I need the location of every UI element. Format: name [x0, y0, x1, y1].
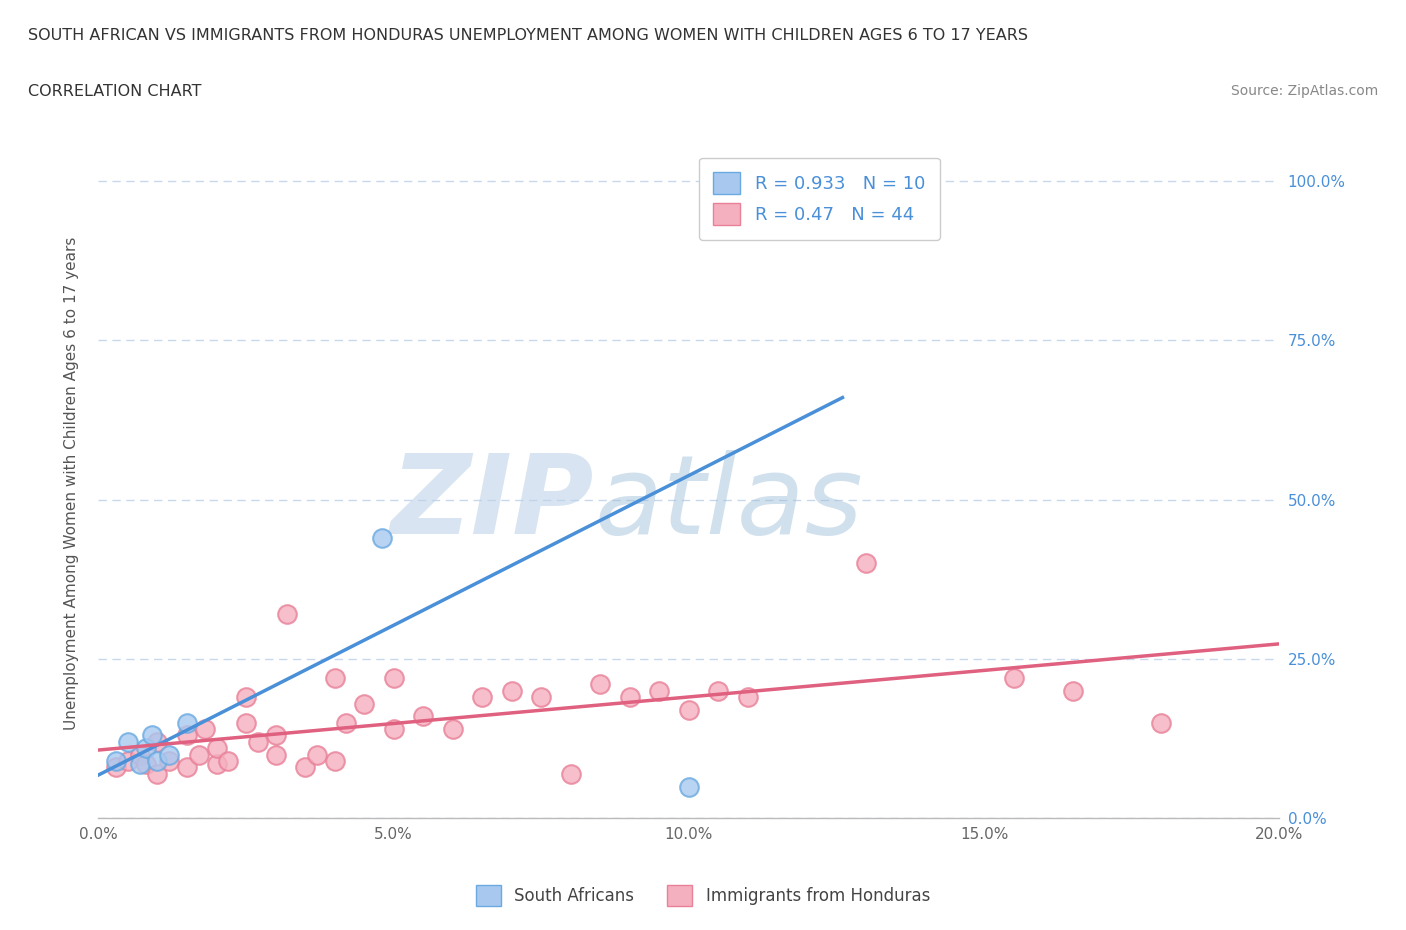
Point: [648, 684, 671, 698]
Point: [128, 747, 150, 762]
Point: [530, 690, 553, 705]
Text: ZIP: ZIP: [391, 450, 595, 557]
Point: [205, 757, 228, 772]
Point: [678, 702, 700, 717]
Point: [117, 753, 139, 768]
Point: [707, 684, 730, 698]
Point: [678, 779, 700, 794]
Point: [619, 690, 641, 705]
Point: [141, 728, 163, 743]
Point: [560, 766, 582, 781]
Point: [737, 690, 759, 705]
Point: [382, 722, 405, 737]
Point: [323, 671, 346, 685]
Point: [135, 757, 157, 772]
Point: [146, 735, 169, 750]
Point: [441, 722, 464, 737]
Point: [825, 179, 848, 194]
Point: [128, 757, 150, 772]
Point: [105, 760, 128, 775]
Point: [1150, 715, 1173, 730]
Point: [1062, 684, 1084, 698]
Text: SOUTH AFRICAN VS IMMIGRANTS FROM HONDURAS UNEMPLOYMENT AMONG WOMEN WITH CHILDREN: SOUTH AFRICAN VS IMMIGRANTS FROM HONDURA…: [28, 28, 1028, 43]
Point: [105, 753, 128, 768]
Point: [305, 747, 328, 762]
Point: [382, 671, 405, 685]
Point: [176, 760, 198, 775]
Point: [217, 753, 239, 768]
Point: [146, 753, 169, 768]
Point: [335, 715, 357, 730]
Point: [294, 760, 316, 775]
Point: [412, 709, 434, 724]
Point: [157, 753, 180, 768]
Point: [323, 753, 346, 768]
Point: [176, 715, 198, 730]
Point: [1002, 671, 1025, 685]
Point: [157, 747, 180, 762]
Point: [246, 735, 269, 750]
Point: [176, 728, 198, 743]
Point: [471, 690, 494, 705]
Point: [501, 684, 523, 698]
Point: [276, 607, 298, 622]
Text: Source: ZipAtlas.com: Source: ZipAtlas.com: [1230, 84, 1378, 98]
Point: [194, 722, 217, 737]
Point: [371, 530, 394, 545]
Point: [187, 747, 209, 762]
Point: [205, 741, 228, 756]
Point: [353, 697, 375, 711]
Y-axis label: Unemployment Among Women with Children Ages 6 to 17 years: Unemployment Among Women with Children A…: [65, 237, 79, 730]
Point: [235, 690, 257, 705]
Text: atlas: atlas: [595, 450, 863, 557]
Point: [235, 715, 257, 730]
Legend: R = 0.933   N = 10, R = 0.47   N = 44: R = 0.933 N = 10, R = 0.47 N = 44: [699, 158, 939, 240]
Point: [264, 747, 287, 762]
Text: CORRELATION CHART: CORRELATION CHART: [28, 84, 201, 99]
Point: [264, 728, 287, 743]
Point: [589, 677, 612, 692]
Point: [117, 735, 139, 750]
Legend: South Africans, Immigrants from Honduras: South Africans, Immigrants from Honduras: [470, 879, 936, 912]
Point: [135, 741, 157, 756]
Point: [146, 766, 169, 781]
Point: [855, 556, 877, 571]
